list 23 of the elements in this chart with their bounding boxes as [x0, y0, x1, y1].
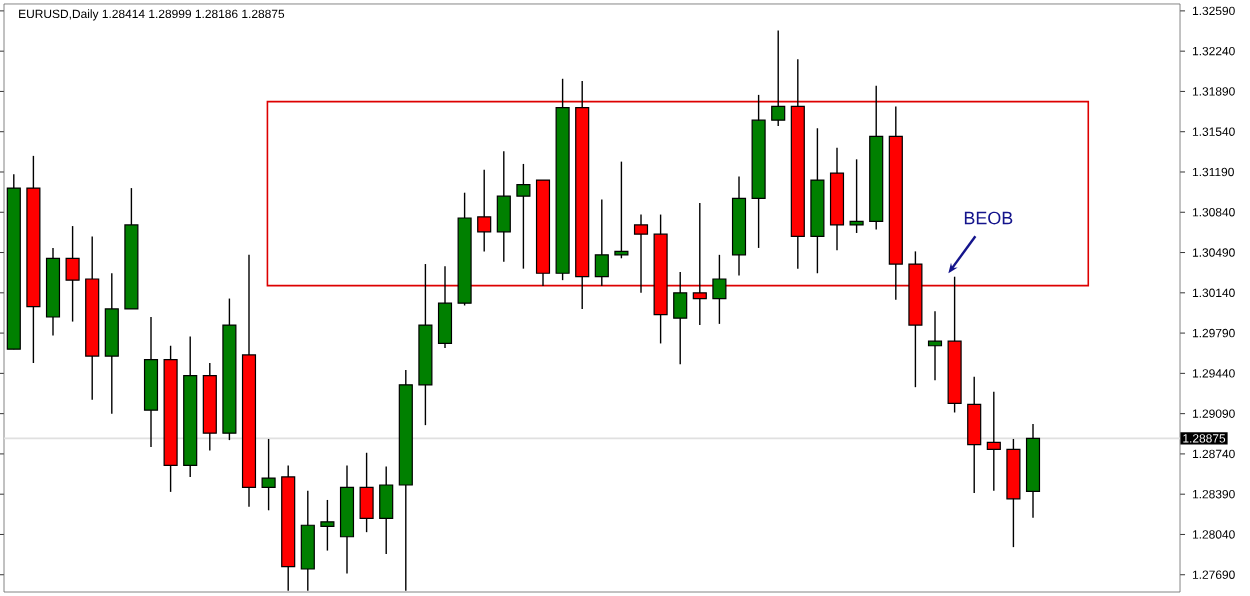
candlestick	[359, 452, 374, 533]
candlestick	[594, 198, 609, 287]
candlestick	[967, 376, 982, 494]
candlestick	[379, 465, 394, 555]
candlestick	[849, 158, 864, 234]
candlestick	[614, 160, 629, 259]
candlestick	[496, 150, 511, 263]
candlestick	[673, 271, 688, 365]
candlestick	[104, 272, 119, 415]
candlestick	[712, 254, 727, 325]
candlestick	[320, 499, 335, 552]
candlestick	[516, 163, 531, 270]
candlestick	[986, 391, 1001, 492]
candlestick	[633, 213, 649, 294]
candlestick	[65, 225, 80, 323]
annotation: BEOB	[964, 211, 1013, 225]
candlestick	[261, 438, 276, 511]
candlestick	[300, 490, 315, 592]
candlestick	[771, 29, 786, 127]
candlestick	[437, 265, 453, 349]
candlestick	[477, 168, 492, 253]
candlestick	[692, 202, 707, 326]
candlestick	[927, 310, 943, 381]
